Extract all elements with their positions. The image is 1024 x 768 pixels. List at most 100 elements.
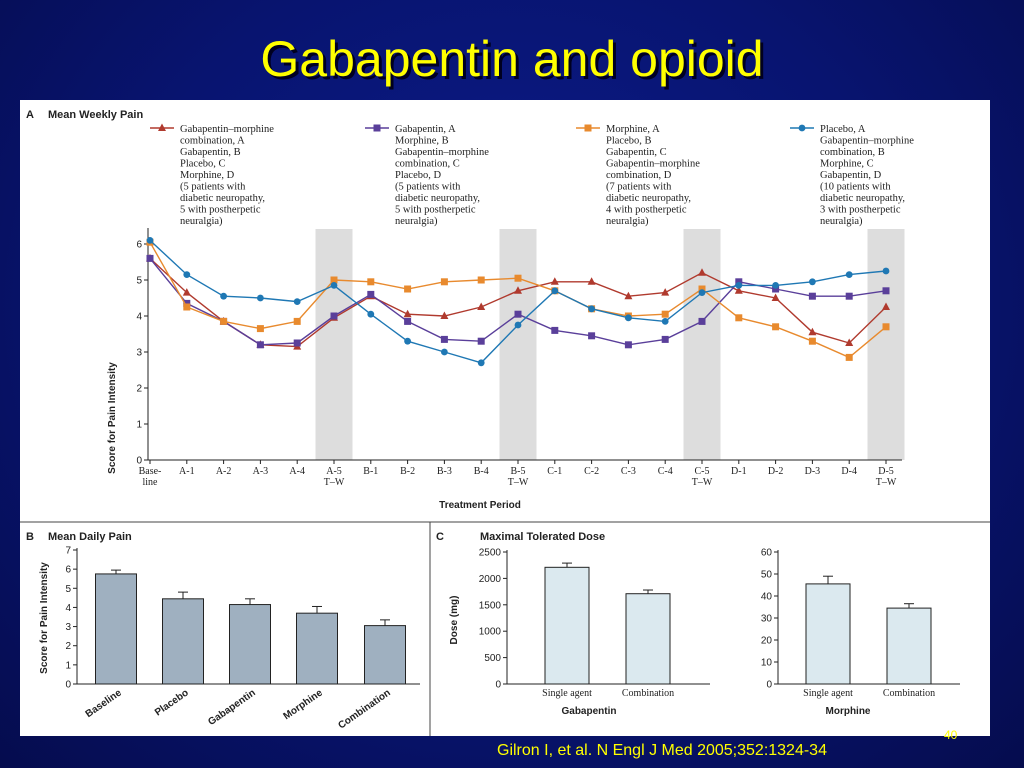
data-point-gabapentin [588, 332, 596, 340]
data-point-gabapentin_morphine [698, 268, 706, 276]
data-point-gabapentin [404, 317, 412, 325]
legend-entry-text: Gabapentin, A [395, 124, 456, 135]
panel-b-title: Mean Daily Pain [48, 531, 132, 543]
bar [95, 573, 137, 685]
bar [625, 593, 671, 685]
data-point-morphine [293, 317, 301, 325]
legend-entry-text: Gabapentin–morphine [820, 136, 914, 147]
legend-entry-text: neuralgia) [395, 216, 438, 227]
panel-a-letter: A [26, 109, 34, 121]
y-tick-label: 5 [136, 276, 142, 287]
data-point-gabapentin_morphine [550, 277, 559, 285]
data-point-gabapentin_morphine [771, 293, 780, 301]
legend-entry-text: combination, D [606, 170, 672, 181]
bar [364, 625, 406, 685]
panel-b-ylabel: Score for Pain Intensity [39, 562, 50, 674]
data-point-gabapentin [624, 341, 632, 349]
y-tick-label: 4 [65, 603, 71, 614]
legend-entry-text: combination, C [395, 159, 460, 170]
data-point-gabapentin [882, 287, 890, 295]
data-point-gabapentin [808, 292, 816, 300]
data-point-placebo [146, 237, 154, 244]
data-point-placebo [367, 310, 375, 318]
data-point-gabapentin [477, 337, 485, 345]
panel-c-gabapentin-bar-chart: 0 500 1000 1500 2000 2500 Single agent Combinat… [479, 548, 710, 699]
x-tick-label: T–W [508, 477, 529, 488]
legend-entry-text: neuralgia) [820, 216, 863, 227]
data-point-gabapentin_morphine [440, 311, 449, 319]
legend-entry-text: Placebo, A [820, 124, 866, 135]
data-point-placebo [220, 292, 228, 300]
data-point-gabapentin_morphine [661, 288, 670, 296]
legend-entry-text: 5 with postherpetic [180, 205, 261, 216]
slide-number: 40 [944, 728, 958, 742]
legend-marker-morphine [584, 124, 592, 132]
legend-entry-text: Gabapentin–morphine [395, 147, 489, 158]
panel-c-gabapentin-xlabel: Gabapentin [561, 706, 616, 717]
y-tick-label: 60 [761, 548, 773, 559]
data-point-morphine [183, 303, 191, 311]
data-point-gabapentin_morphine [182, 288, 191, 296]
panel-a-xlabel: Treatment Period [439, 500, 521, 511]
bar [296, 612, 338, 685]
x-tick-label: Placebo [153, 687, 191, 718]
legend-entry-text: Gabapentin, B [180, 147, 241, 158]
data-point-gabapentin_morphine [587, 277, 596, 285]
y-tick-label: 4 [136, 312, 142, 323]
data-point-morphine [735, 314, 743, 322]
data-point-placebo [772, 282, 779, 289]
legend-entry-text: (5 patients with [180, 182, 246, 193]
figure-svg: A Mean Weekly Pain Treatment Period Scor… [20, 109, 990, 736]
bar [229, 604, 271, 685]
legend-entry-text: Placebo, D [395, 170, 441, 181]
y-tick-label: 1 [65, 660, 71, 671]
panel-c-ylabel: Dose (mg) [449, 596, 460, 645]
x-tick-label: Baseline [84, 687, 124, 720]
legend-entry-text: combination, B [820, 147, 885, 158]
data-point-placebo [882, 267, 890, 275]
x-tick-label: A-4 [289, 466, 305, 477]
y-tick-label: 6 [65, 565, 71, 576]
data-point-gabapentin [330, 312, 338, 320]
legend-entry-text: diabetic neuropathy, [820, 193, 905, 204]
x-tick-label: A-3 [253, 466, 269, 477]
y-tick-label: 0 [65, 680, 71, 691]
data-point-placebo [293, 298, 301, 305]
x-tick-label: D-1 [731, 466, 747, 477]
y-tick-label: 20 [761, 636, 773, 647]
panel-c-morphine-bar-chart: 0 10 20 30 40 50 60 Single agent Combination [761, 548, 960, 699]
y-tick-label: 2 [65, 641, 71, 652]
x-tick-label: A-1 [179, 466, 195, 477]
data-point-morphine [661, 310, 669, 318]
bar [162, 598, 204, 685]
data-point-gabapentin_morphine [734, 286, 743, 294]
data-point-gabapentin [293, 339, 301, 347]
data-point-placebo [404, 337, 411, 345]
data-point-morphine [440, 278, 448, 286]
bar [805, 583, 851, 685]
legend-marker-placebo [798, 124, 806, 132]
data-point-morphine [256, 325, 264, 333]
data-point-gabapentin [551, 326, 559, 334]
legend-entry-text: neuralgia) [180, 216, 223, 227]
x-tick-label: Morphine [282, 687, 326, 722]
legend-entry-text: Morphine, A [606, 124, 660, 135]
data-point-placebo [625, 314, 632, 322]
data-point-gabapentin [256, 341, 264, 349]
x-tick-label: Gabapentin [206, 687, 257, 728]
x-tick-label: B-1 [363, 466, 378, 477]
x-tick-label: Base- [139, 466, 162, 477]
legend-entry-text: 5 with postherpetic [395, 205, 476, 216]
data-point-placebo [441, 348, 448, 356]
legend-entry-text: Gabapentin–morphine [606, 159, 700, 170]
x-tick-label: B-5 [511, 466, 526, 477]
data-point-placebo [514, 321, 522, 329]
x-tick-label: T–W [324, 477, 345, 488]
data-point-morphine [330, 276, 338, 284]
legend-marker-gabapentin [373, 124, 381, 132]
x-tick-label: A-2 [216, 466, 232, 477]
y-tick-label: 1 [136, 420, 142, 431]
legend-entry-text: diabetic neuropathy, [395, 193, 480, 204]
y-tick-label: 50 [761, 570, 773, 581]
